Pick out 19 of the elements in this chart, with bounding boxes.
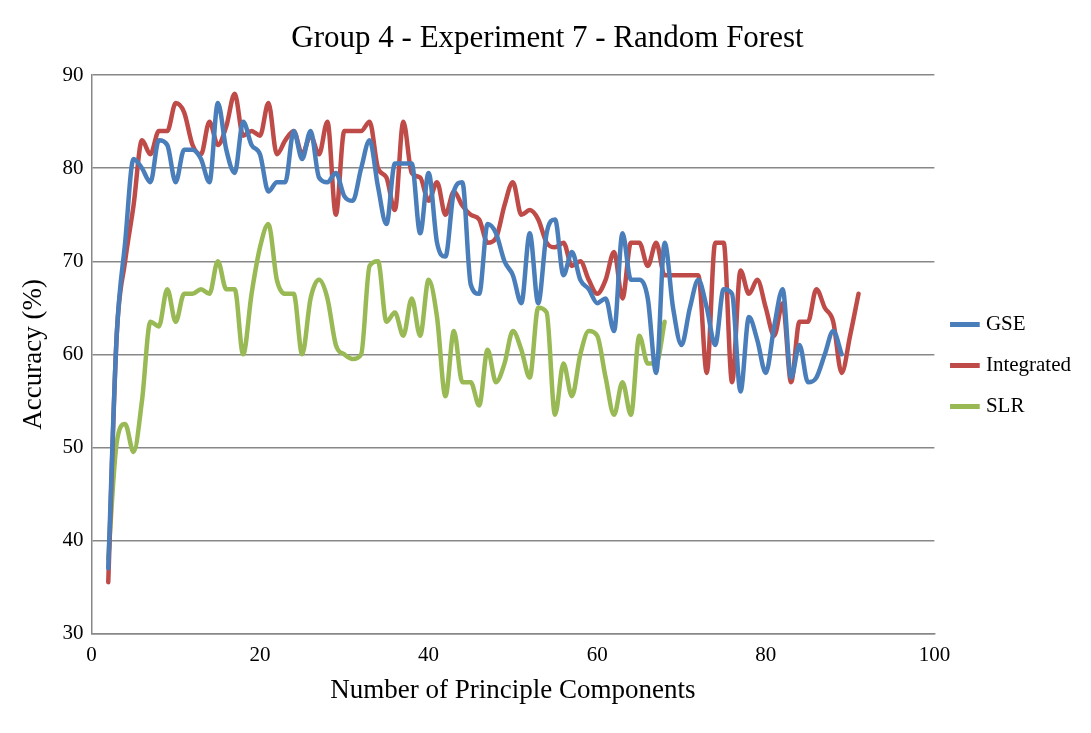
- y-tick-label: 70: [62, 247, 84, 272]
- y-tick-label: 80: [62, 154, 84, 179]
- y-axis-title: Accuracy (%): [17, 278, 48, 430]
- y-tick-label: 40: [62, 526, 84, 551]
- x-tick-label: 40: [418, 641, 440, 666]
- x-tick-label: 60: [586, 641, 608, 666]
- x-axis-title: Number of Principle Components: [330, 673, 696, 704]
- x-tick-label: 0: [86, 641, 97, 666]
- x-tick-label: 100: [918, 641, 951, 666]
- y-tick-label: 50: [62, 433, 84, 458]
- x-tick-label: 80: [755, 641, 777, 666]
- y-tick-label: 30: [62, 619, 84, 644]
- legend-label: GSE: [985, 311, 1026, 336]
- x-tick-label: 20: [249, 641, 271, 666]
- chart-title: Group 4 - Experiment 7 - Random Forest: [291, 18, 805, 54]
- legend-label: Integrated: [985, 352, 1072, 377]
- legend-label: SLR: [985, 393, 1025, 418]
- y-tick-label: 60: [62, 340, 84, 365]
- y-tick-label: 90: [62, 61, 84, 86]
